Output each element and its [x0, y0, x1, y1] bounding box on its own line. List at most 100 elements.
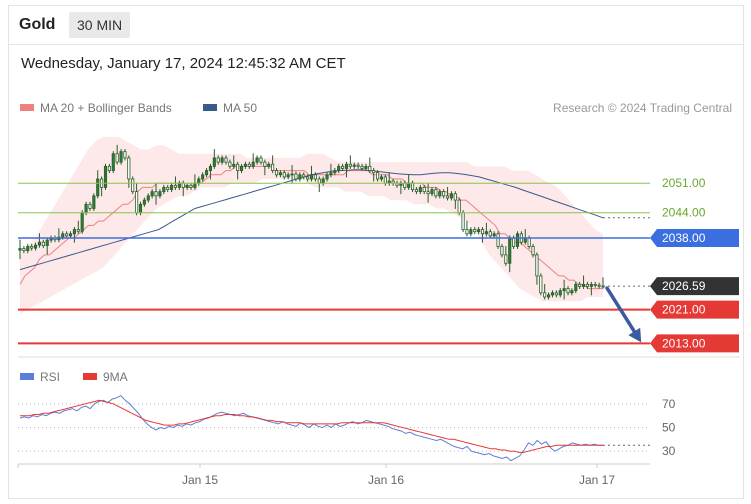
candle [453, 191, 457, 209]
candle-body [294, 173, 298, 180]
candle-body [170, 184, 174, 190]
candle [570, 288, 574, 296]
candle-body [282, 172, 286, 178]
candle-body [267, 163, 271, 167]
rsi-ma-line [20, 399, 603, 453]
ma20-legend-swatch [20, 104, 34, 111]
candle-body [348, 163, 352, 167]
ma50-legend-label: MA 50 [223, 101, 257, 115]
candle [438, 189, 442, 199]
candle [107, 163, 111, 174]
candle [368, 157, 372, 174]
rsi-legend-label: RSI [40, 370, 60, 384]
candle [96, 170, 100, 199]
candle [255, 155, 259, 165]
candle [531, 243, 535, 258]
candle-body [41, 241, 45, 246]
candle [274, 168, 279, 178]
candle-body [131, 178, 135, 193]
current-price-tag [650, 277, 739, 296]
candle [558, 288, 562, 298]
candle-body [473, 229, 477, 233]
candle [477, 227, 481, 235]
candle-body [453, 193, 457, 201]
candle-body [96, 178, 100, 197]
candle [535, 252, 539, 285]
candle-body [356, 164, 360, 167]
candle-body [236, 163, 240, 171]
candle-body [150, 191, 154, 197]
candle [228, 159, 232, 169]
candle-body [449, 193, 453, 199]
candle [585, 281, 590, 289]
candle [72, 227, 76, 243]
candle [426, 182, 430, 203]
level-tag-3 [650, 300, 739, 319]
candle [247, 161, 251, 169]
x-tick-label: Jan 15 [182, 473, 218, 487]
candle-body [286, 174, 290, 178]
candle-body [80, 212, 84, 232]
candle-body [372, 170, 376, 174]
candle [496, 231, 500, 249]
candle [212, 149, 216, 169]
current-price-label: 2026.59 [662, 279, 706, 293]
candle-body [333, 170, 337, 174]
candle-body [547, 294, 551, 298]
candle [484, 222, 488, 237]
candle-body [166, 187, 170, 190]
candle [329, 163, 333, 178]
rsi-plot-area: 70 50 30 [18, 394, 676, 462]
candle [185, 182, 189, 190]
rsi-tick-30: 30 [662, 444, 676, 458]
candle [500, 243, 504, 258]
candle [33, 242, 38, 251]
candle [158, 189, 162, 199]
candle [166, 184, 170, 193]
candle [224, 155, 228, 165]
candle [492, 231, 496, 239]
candle-body [259, 157, 263, 163]
candle [422, 184, 426, 195]
copyright-text: Research © 2024 Trading Central [553, 101, 732, 115]
timeframe-tab[interactable]: 30 MIN [69, 12, 131, 38]
candle [68, 231, 73, 239]
candle-body [146, 195, 150, 201]
candle [115, 144, 119, 165]
x-tick-label: Jan 16 [368, 473, 404, 487]
rsi-tick-70: 70 [662, 397, 676, 411]
candle-body [407, 182, 411, 188]
candle-body [135, 191, 139, 214]
candle [593, 281, 597, 288]
candle-body [309, 174, 314, 180]
candle-body [582, 283, 586, 287]
candle-body [65, 233, 69, 237]
price-plot-area [18, 136, 605, 314]
candle [298, 172, 302, 182]
candle [76, 220, 80, 234]
candle [271, 155, 275, 174]
candle [146, 193, 150, 203]
level-label-0: 2051.00 [662, 176, 706, 190]
candle [547, 292, 551, 300]
candle-body [33, 244, 38, 249]
candle [239, 163, 244, 174]
candle-body [535, 254, 539, 277]
level-label-4: 2013.00 [662, 336, 706, 350]
candle-body [92, 195, 96, 209]
candle [259, 155, 263, 165]
candle-body [512, 237, 516, 247]
candle [162, 184, 166, 195]
candle [119, 149, 123, 165]
candle [554, 290, 558, 298]
candle [302, 172, 306, 180]
candle-body [379, 176, 384, 180]
candle-body [550, 292, 555, 296]
candle-body [383, 176, 387, 184]
candle-body [403, 182, 407, 188]
candle [445, 187, 450, 201]
candle-body [508, 237, 512, 264]
candle-body [119, 151, 123, 163]
candle-body [558, 290, 562, 296]
candle-body [201, 174, 205, 180]
